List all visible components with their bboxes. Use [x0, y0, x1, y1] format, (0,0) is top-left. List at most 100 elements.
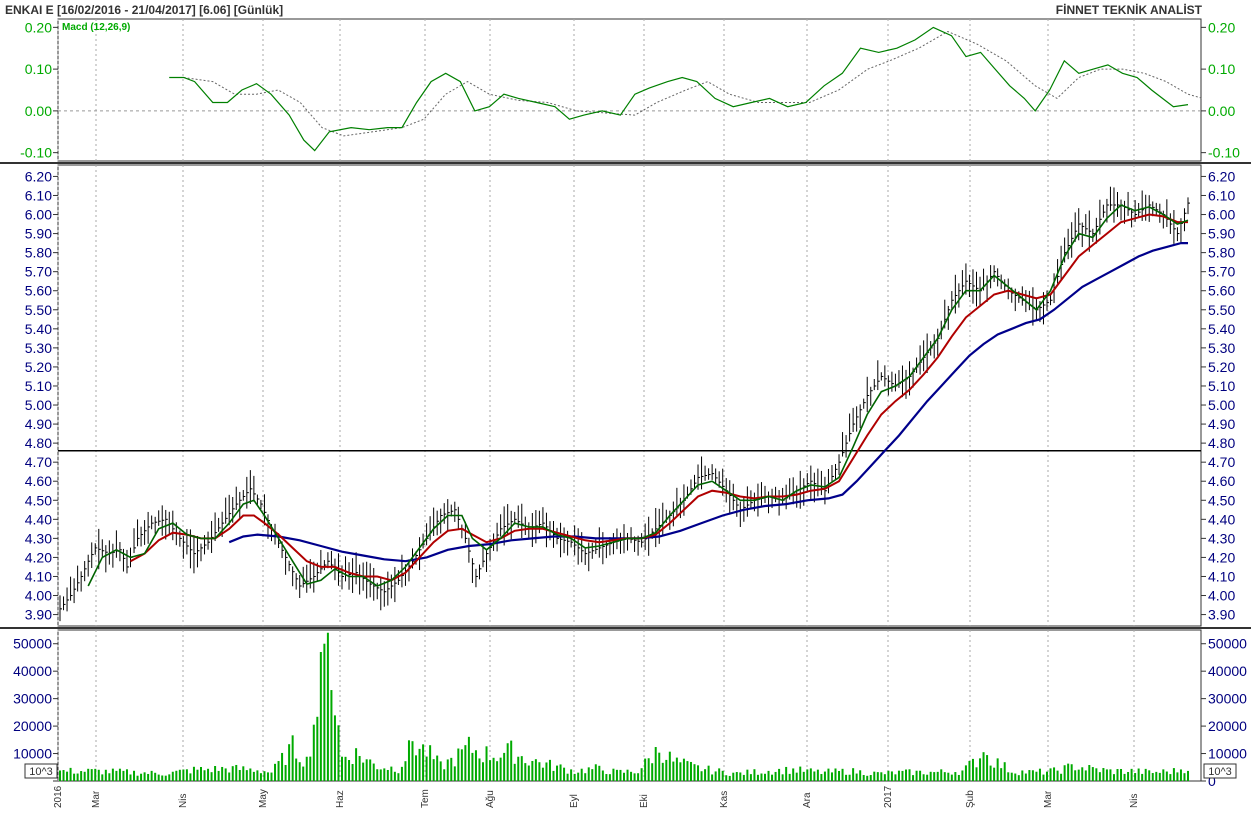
volume-bar	[1112, 774, 1115, 781]
macd-signal-line	[183, 30, 1203, 137]
volume-bar	[929, 771, 932, 781]
ma-short-line	[87, 204, 1189, 587]
volume-bar	[217, 770, 220, 781]
volume-bar	[756, 774, 759, 781]
volume-bar	[164, 775, 167, 781]
volume-bar	[503, 752, 506, 781]
price-y-tick-left: 4.30	[25, 530, 52, 546]
volume-bar	[922, 774, 925, 781]
x-tick-label: Eki	[639, 794, 650, 808]
price-y-tick-left: 5.00	[25, 397, 52, 413]
volume-bar	[69, 767, 72, 781]
volume-bar	[224, 768, 227, 781]
volume-bar	[1000, 768, 1003, 781]
volume-bar	[679, 762, 682, 781]
volume-bar	[795, 772, 798, 781]
volume-bar	[584, 773, 587, 781]
volume-y-tick-left: 50000	[13, 636, 52, 652]
volume-bar	[256, 770, 259, 781]
ma-mid-line	[130, 213, 1188, 582]
macd-line	[169, 26, 1189, 152]
volume-bar	[520, 756, 523, 781]
volume-bar	[140, 773, 143, 781]
volume-bar	[1155, 771, 1158, 781]
macd-y-tick-left: 0.00	[25, 103, 52, 119]
volume-bar	[210, 772, 213, 781]
volume-bar	[1169, 774, 1172, 781]
price-y-tick-right: 4.40	[1208, 511, 1235, 527]
volume-bar	[753, 769, 756, 781]
volume-bar	[682, 758, 685, 781]
price-y-tick-left: 5.40	[25, 321, 52, 337]
volume-bar	[774, 771, 777, 781]
volume-bar	[1038, 768, 1041, 781]
volume-bar	[1021, 770, 1024, 781]
volume-bar	[711, 774, 714, 781]
price-y-tick-right: 5.20	[1208, 359, 1235, 375]
price-y-tick-right: 6.00	[1208, 207, 1235, 223]
price-y-tick-left: 5.50	[25, 302, 52, 318]
volume-bar	[1095, 768, 1098, 781]
macd-y-tick-left: -0.10	[20, 145, 52, 161]
volume-bar	[341, 756, 343, 781]
volume-bar	[474, 750, 477, 781]
volume-bar	[147, 773, 150, 781]
volume-bar	[337, 725, 340, 781]
volume-bar	[792, 768, 795, 781]
volume-bar	[697, 765, 700, 781]
volume-bar	[700, 771, 703, 781]
x-tick-label: Nis	[1129, 794, 1140, 808]
price-y-tick-left: 6.20	[25, 168, 52, 184]
volume-bar	[196, 769, 199, 781]
volume-bar	[926, 774, 929, 781]
volume-bar	[827, 768, 830, 781]
volume-bar	[637, 773, 640, 781]
volume-bar	[714, 771, 717, 781]
volume-bar	[813, 771, 816, 781]
volume-bar	[298, 762, 301, 781]
volume-bar	[534, 759, 537, 781]
volume-y-tick-right: 20000	[1208, 718, 1247, 734]
volume-bar	[919, 770, 922, 781]
volume-bar	[689, 761, 692, 781]
volume-bar	[376, 769, 379, 781]
volume-bar	[580, 768, 583, 781]
volume-bar	[460, 749, 463, 781]
volume-bar	[1024, 773, 1027, 781]
volume-bar	[266, 772, 269, 781]
price-y-tick-left: 6.00	[25, 207, 52, 223]
volume-bar	[207, 768, 210, 781]
volume-bar	[1144, 768, 1147, 781]
volume-bar	[510, 740, 513, 781]
volume-unit-label-left: 10^3	[29, 766, 53, 778]
volume-bar	[1003, 762, 1006, 781]
volume-bar	[986, 755, 989, 781]
volume-bar	[482, 762, 484, 781]
volume-bar	[1151, 772, 1154, 781]
macd-y-tick-right: -0.10	[1208, 145, 1240, 161]
volume-bar	[1042, 774, 1045, 781]
volume-bar	[242, 766, 245, 781]
macd-y-tick-left: 0.10	[25, 61, 52, 77]
volume-bar	[418, 748, 421, 781]
volume-bar	[1179, 769, 1182, 781]
vertical-gridlines	[57, 19, 1135, 781]
macd-y-tick-left: 0.20	[25, 19, 52, 35]
volume-unit-box-right	[1203, 763, 1237, 779]
price-y-tick-right: 4.50	[1208, 492, 1235, 508]
volume-bar	[640, 768, 643, 781]
price-y-tick-left: 4.40	[25, 511, 52, 527]
volume-bar	[996, 758, 999, 781]
volume-bar	[192, 766, 195, 781]
price-y-tick-right: 4.00	[1208, 588, 1235, 604]
volume-bar	[178, 769, 181, 781]
volume-bar	[820, 774, 823, 781]
volume-bar	[1109, 769, 1112, 781]
volume-bar	[531, 760, 534, 781]
ma-long-line	[228, 242, 1188, 563]
volume-bar	[968, 760, 971, 781]
volume-bar	[390, 766, 393, 781]
volume-bar	[478, 758, 481, 781]
price-y-tick-left: 4.70	[25, 454, 52, 470]
volume-bar	[467, 736, 470, 781]
